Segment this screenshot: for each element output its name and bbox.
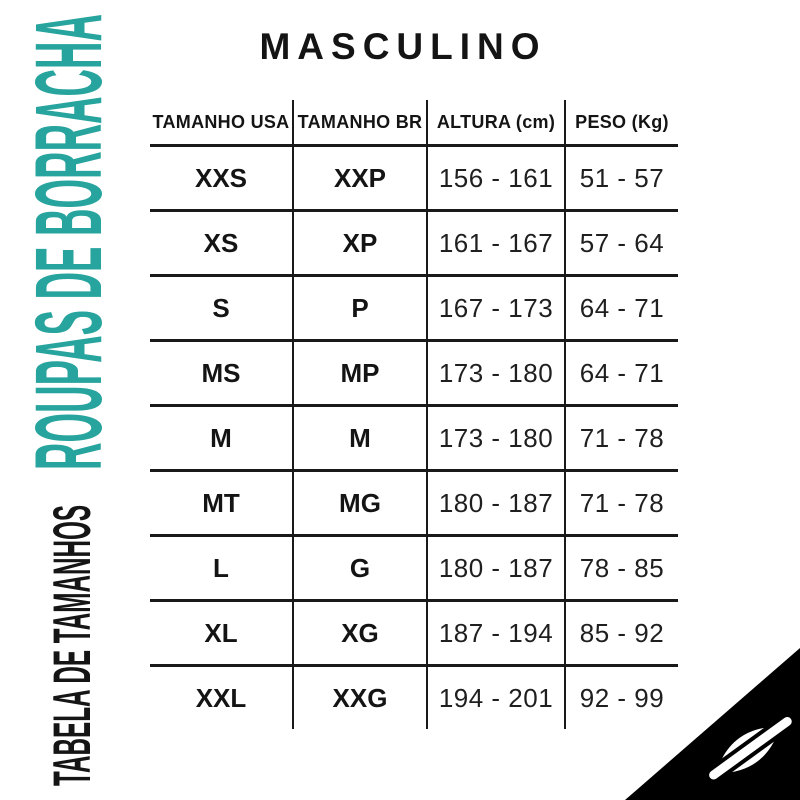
height-range-cell: 156 - 161 bbox=[427, 145, 566, 212]
column-header-peso-kg: PESO (Kg) bbox=[565, 100, 678, 147]
table-row: MT MG 180 - 187 71 - 78 bbox=[150, 470, 678, 537]
size-table-header: TAMANHO USA TAMANHO BR ALTURA (cm) PESO … bbox=[150, 100, 678, 147]
br-size-cell: XP bbox=[293, 210, 428, 277]
br-size-cell: M bbox=[293, 405, 428, 472]
table-row: XS XP 161 - 167 57 - 64 bbox=[150, 210, 678, 277]
vertical-subtitle-tabela-de-tamanhos: TABELA DE TAMANHOS bbox=[43, 505, 102, 786]
usa-size-cell: S bbox=[150, 275, 294, 342]
table-row: M M 173 - 180 71 - 78 bbox=[150, 405, 678, 472]
br-size-cell: P bbox=[293, 275, 428, 342]
left-rail: ROUPAS DE BORRACHA TABELA DE TAMANHOS bbox=[16, 14, 120, 786]
size-table: TAMANHO USA TAMANHO BR ALTURA (cm) PESO … bbox=[150, 100, 678, 729]
vertical-title-roupas-de-borracha: ROUPAS DE BORRACHA bbox=[16, 14, 120, 470]
weight-range-cell: 78 - 85 bbox=[565, 535, 678, 602]
height-range-cell: 180 - 187 bbox=[427, 470, 566, 537]
table-row: L G 180 - 187 78 - 85 bbox=[150, 535, 678, 602]
height-range-cell: 180 - 187 bbox=[427, 535, 566, 602]
table-row: XXL XXG 194 - 201 92 - 99 bbox=[150, 665, 678, 729]
height-range-cell: 173 - 180 bbox=[427, 405, 566, 472]
usa-size-cell: MT bbox=[150, 470, 294, 537]
weight-range-cell: 51 - 57 bbox=[565, 145, 678, 212]
br-size-cell: G bbox=[293, 535, 428, 602]
column-header-tamanho-br: TAMANHO BR bbox=[293, 100, 428, 147]
height-range-cell: 167 - 173 bbox=[427, 275, 566, 342]
height-range-cell: 194 - 201 bbox=[427, 665, 566, 729]
brand-corner bbox=[625, 648, 800, 800]
height-range-cell: 173 - 180 bbox=[427, 340, 566, 407]
weight-range-cell: 71 - 78 bbox=[565, 405, 678, 472]
table-row: XXS XXP 156 - 161 51 - 57 bbox=[150, 145, 678, 212]
usa-size-cell: L bbox=[150, 535, 294, 602]
usa-size-cell: MS bbox=[150, 340, 294, 407]
weight-range-cell: 92 - 99 bbox=[579, 682, 665, 713]
weight-range-cell: 85 - 92 bbox=[565, 600, 678, 667]
usa-size-cell: XL bbox=[150, 600, 294, 667]
size-table-body: XXS XXP 156 - 161 51 - 57 XS XP 161 - 167 57 - … bbox=[150, 145, 678, 729]
usa-size-cell: XS bbox=[150, 210, 294, 277]
weight-range-cell: 57 - 64 bbox=[565, 210, 678, 277]
table-row: MS MP 173 - 180 64 - 71 bbox=[150, 340, 678, 407]
br-size-cell: XG bbox=[293, 600, 428, 667]
height-range-cell: 187 - 194 bbox=[427, 600, 566, 667]
mormaii-wave-icon bbox=[702, 711, 797, 787]
table-row: XL XG 187 - 194 85 - 92 bbox=[150, 600, 678, 667]
column-header-tamanho-usa: TAMANHO USA bbox=[150, 100, 294, 147]
br-size-cell: MG bbox=[293, 470, 428, 537]
weight-range-cell: 71 - 78 bbox=[565, 470, 678, 537]
weight-range-cell: 64 - 71 bbox=[565, 340, 678, 407]
table-row: S P 167 - 173 64 - 71 bbox=[150, 275, 678, 342]
br-size-cell: XXP bbox=[293, 145, 428, 212]
usa-size-cell: XXS bbox=[150, 145, 294, 212]
br-size-cell: XXG bbox=[293, 665, 428, 729]
weight-range-cell: 64 - 71 bbox=[565, 275, 678, 342]
height-range-cell: 161 - 167 bbox=[427, 210, 566, 277]
br-size-cell: MP bbox=[293, 340, 428, 407]
slash-board bbox=[709, 716, 792, 780]
usa-size-cell: M bbox=[150, 405, 294, 472]
column-header-altura-cm: ALTURA (cm) bbox=[427, 100, 566, 147]
page-title: MASCULINO bbox=[259, 26, 547, 67]
usa-size-cell: XXL bbox=[150, 665, 294, 729]
header-row: TAMANHO USA TAMANHO BR ALTURA (cm) PESO … bbox=[150, 100, 678, 147]
